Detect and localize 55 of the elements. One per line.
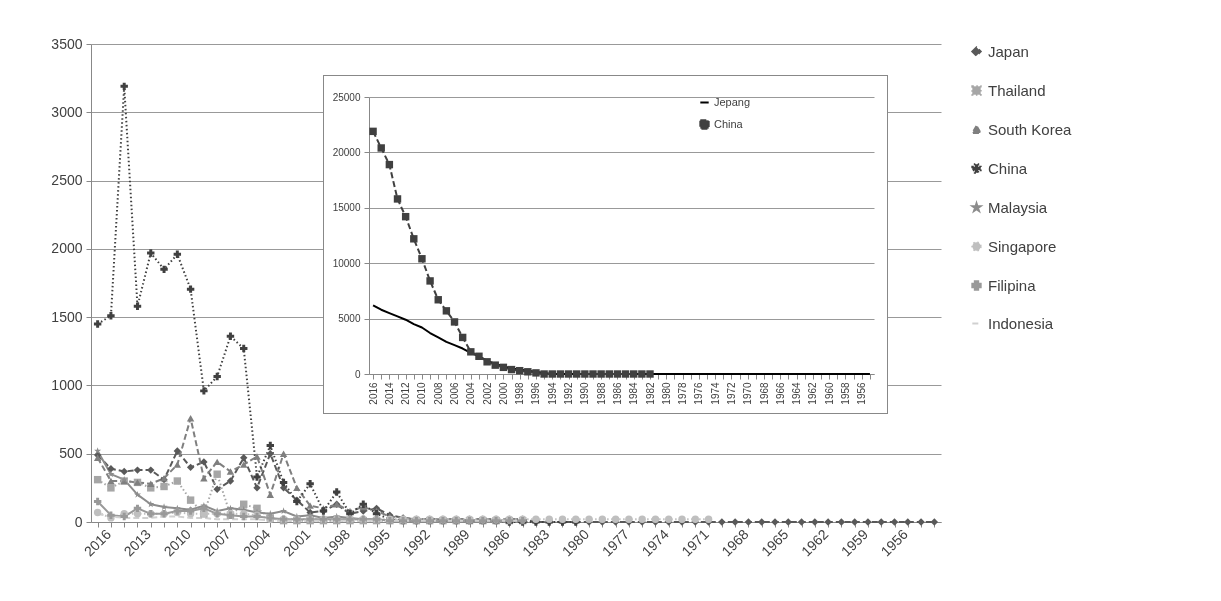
x-tick-label: 1956 <box>856 381 868 405</box>
y-tick-label: 0 <box>354 368 361 380</box>
legend-label: Japan <box>988 42 1029 60</box>
x-tick-label: 1994 <box>546 381 558 405</box>
legend-label: Singapore <box>988 237 1057 255</box>
y-tick-label: 2000 <box>51 240 83 257</box>
x-tick-label: 1958 <box>839 381 851 405</box>
legend-label: China <box>988 159 1028 177</box>
x-tick-label: 1988 <box>595 381 607 405</box>
legend-label: Filipina <box>988 276 1037 294</box>
x-tick-label: 1980 <box>660 381 672 405</box>
x-tick-label: 1976 <box>693 381 705 405</box>
x-tick-label: 2016 <box>367 381 379 405</box>
x-tick-label: 1996 <box>530 381 542 405</box>
y-tick-label: 3000 <box>51 103 83 120</box>
x-tick-label: 1970 <box>742 381 754 405</box>
x-tick-label: 1960 <box>823 381 835 405</box>
x-tick-label: 2012 <box>400 381 412 405</box>
legend-label: South Korea <box>988 120 1073 138</box>
x-tick-label: 2006 <box>449 381 461 405</box>
x-tick-label: 1974 <box>709 381 721 405</box>
legend-label: Thailand <box>988 81 1046 99</box>
y-tick-label: 2500 <box>51 172 83 189</box>
legend-label: Jepang <box>714 95 751 108</box>
x-tick-label: 2000 <box>497 381 509 405</box>
y-tick-label: 25000 <box>332 91 361 103</box>
x-tick-label: 1982 <box>644 381 656 405</box>
x-tick-label: 1998 <box>514 381 526 405</box>
x-tick-label: 2008 <box>432 381 444 405</box>
x-tick-label: 1984 <box>628 381 640 405</box>
y-tick-label: 500 <box>59 445 83 462</box>
x-tick-label: 1962 <box>807 381 819 405</box>
x-tick-label: 1972 <box>725 381 737 405</box>
x-tick-label: 2010 <box>416 381 428 405</box>
x-tick-label: 1992 <box>563 381 575 405</box>
legend-label: Indonesia <box>988 314 1054 332</box>
y-tick-label: 0 <box>74 513 83 530</box>
y-tick-label: 15000 <box>332 202 361 214</box>
x-tick-label: 1978 <box>677 381 689 405</box>
x-tick-label: 2004 <box>465 381 477 405</box>
x-tick-label: 1990 <box>579 381 591 405</box>
legend-label: Malaysia <box>988 198 1048 216</box>
x-tick-label: 1986 <box>611 381 623 405</box>
y-tick-label: 5000 <box>338 313 361 325</box>
y-tick-label: 1000 <box>51 376 83 393</box>
x-tick-label: 1964 <box>791 381 803 405</box>
x-tick-label: 1968 <box>758 381 770 405</box>
y-tick-label: 1500 <box>51 308 83 325</box>
y-tick-label: 20000 <box>332 146 361 158</box>
x-tick-label: 2002 <box>481 381 493 405</box>
y-tick-label: 10000 <box>332 257 361 269</box>
y-tick-label: 3500 <box>51 35 83 52</box>
x-tick-label: 1966 <box>774 381 786 405</box>
x-tick-label: 2014 <box>383 381 395 405</box>
legend-label: China <box>714 117 744 130</box>
